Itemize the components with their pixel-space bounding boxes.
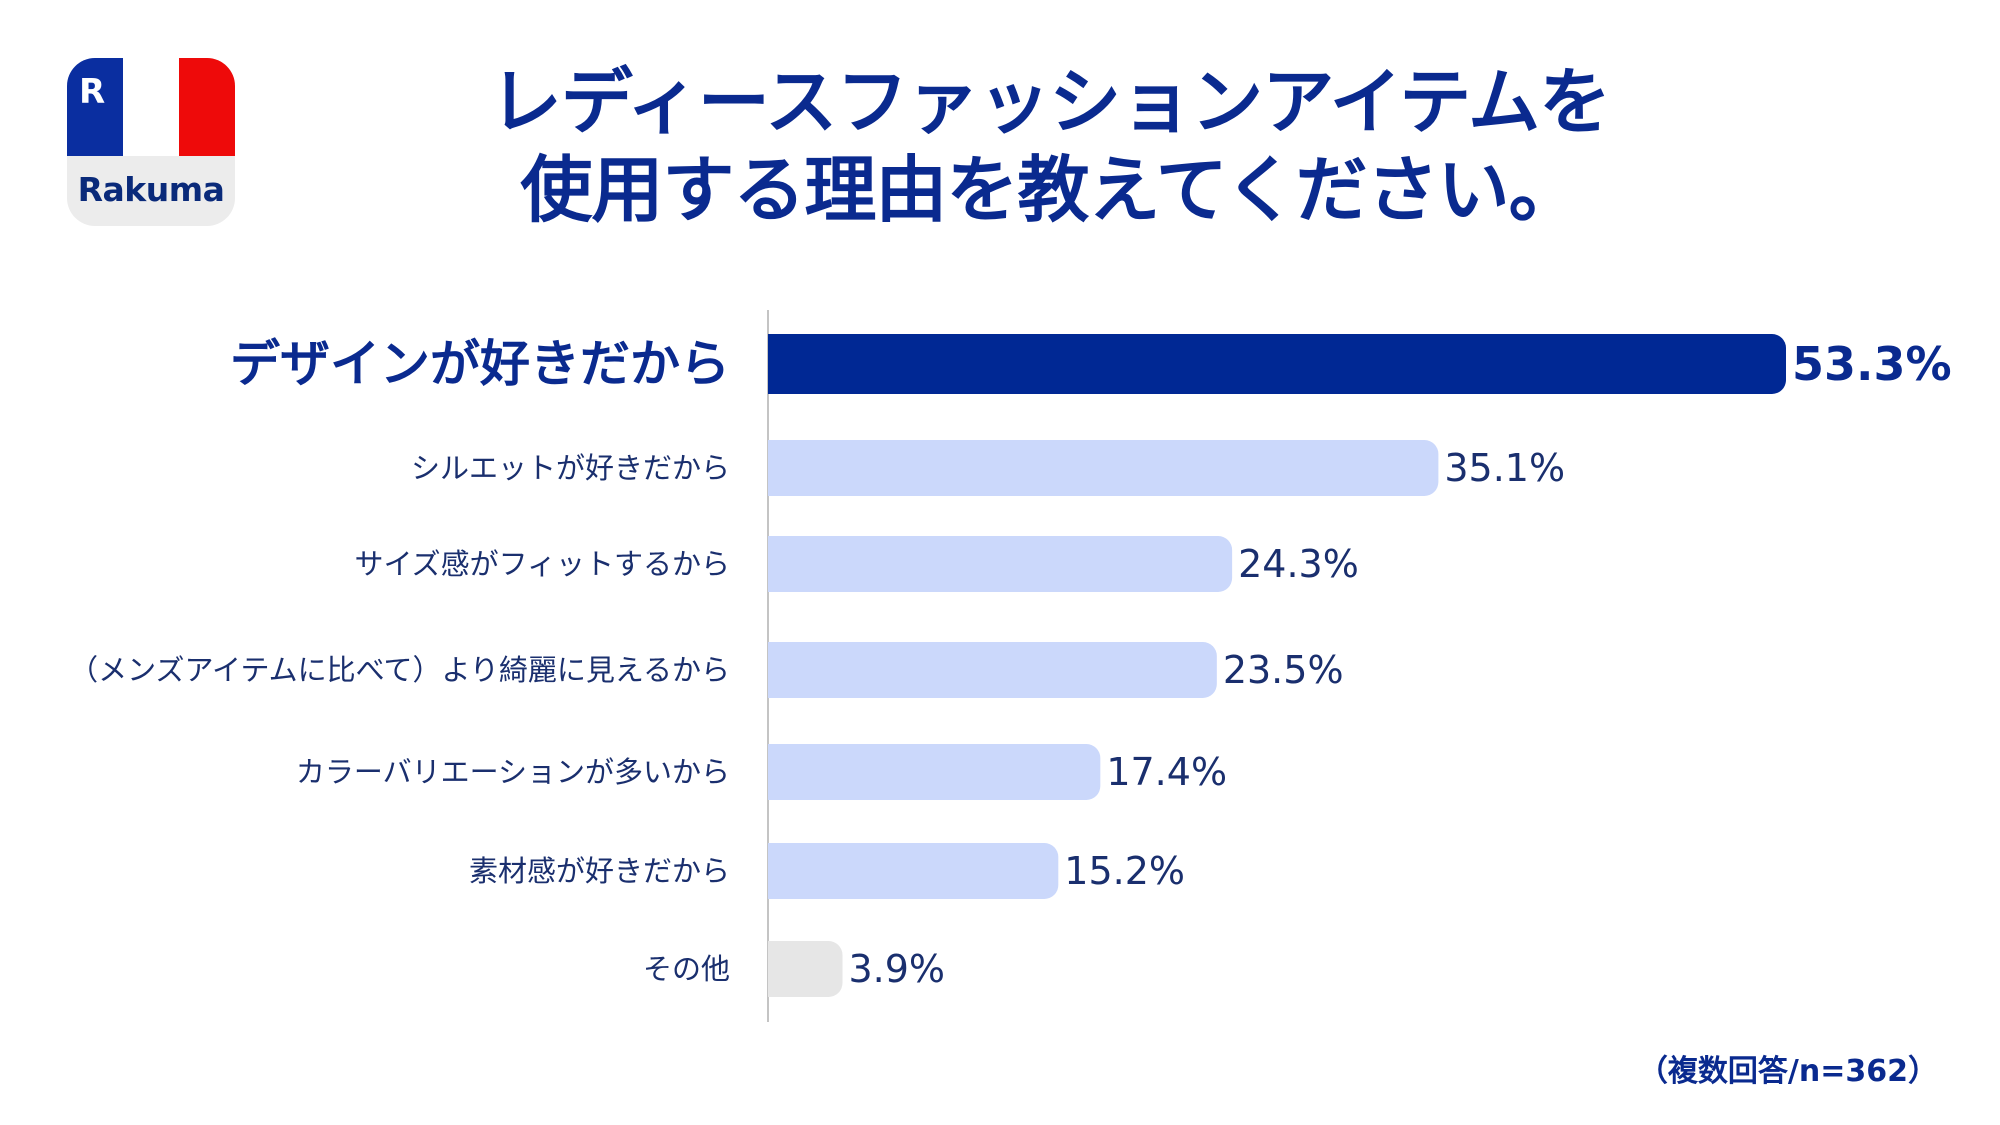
logo-monogram: R [79, 72, 106, 112]
category-label-4: カラーバリエーションが多いから [296, 755, 730, 789]
flag-red-stripe [179, 58, 235, 156]
category-label-5: 素材感が好きだから [469, 854, 730, 888]
flag-blue-stripe [67, 58, 123, 156]
flag-white-stripe [123, 58, 179, 156]
category-label-3: （メンズアイテムに比べて）より綺麗に見えるから [69, 653, 730, 687]
logo-brand-name: Rakuma [77, 170, 225, 209]
chart-title: レディースファッションアイテムを 使用する理由を教えてください。 [380, 58, 1720, 234]
bar-3 [768, 642, 1217, 698]
value-label-5: 15.2% [1064, 849, 1185, 893]
category-label-1: シルエットが好きだから [411, 451, 730, 485]
bar-6 [768, 941, 843, 997]
category-label-6: その他 [643, 952, 730, 986]
category-label-2: サイズ感がフィットするから [354, 547, 730, 581]
chart-title-line-1: レディースファッションアイテムを [489, 60, 1611, 144]
french-flag-icon [67, 58, 235, 156]
rakuma-logo: R Rakuma [67, 58, 235, 226]
category-label-0: デザインが好きだから [230, 335, 730, 393]
bars-group [768, 334, 1786, 997]
value-label-2: 24.3% [1238, 542, 1359, 586]
value-label-0: 53.3% [1792, 337, 1952, 391]
bar-5 [768, 843, 1059, 899]
value-label-1: 35.1% [1444, 446, 1565, 490]
value-label-6: 3.9% [848, 947, 945, 991]
bar-0 [768, 334, 1786, 394]
sample-note: （複数回答/n=362） [1637, 1054, 1938, 1089]
bar-1 [768, 440, 1439, 496]
bar-chart: デザインが好きだから 53.3% シルエットが好きだから 35.1% サイズ感がフィット… [69, 310, 1952, 1022]
bar-4 [768, 744, 1101, 800]
value-label-4: 17.4% [1106, 750, 1227, 794]
chart-title-line-2: 使用する理由を教えてください。 [520, 148, 1580, 232]
bar-2 [768, 536, 1233, 592]
value-label-3: 23.5% [1223, 648, 1344, 692]
